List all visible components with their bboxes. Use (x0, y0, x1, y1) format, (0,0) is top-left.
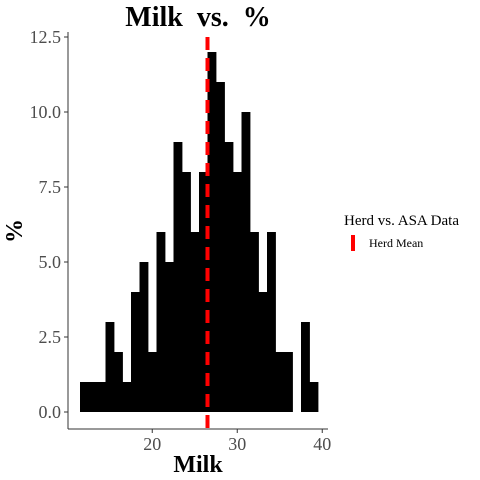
histogram-bar (233, 172, 242, 412)
x-tick-label: 30 (228, 434, 246, 454)
y-tick-label: 7.5 (39, 177, 62, 197)
histogram-bar (173, 142, 183, 412)
y-axis-label: % (2, 219, 28, 243)
y-tick-label: 10.0 (30, 102, 62, 122)
histogram-bar (284, 352, 293, 412)
histogram-bar (258, 292, 268, 412)
y-tick-label: 12.5 (30, 27, 62, 47)
histogram-bar (241, 112, 251, 412)
histogram-bar (250, 232, 259, 412)
histogram-bar (122, 382, 132, 412)
histogram-bar (275, 352, 285, 412)
y-tick-label: 0.0 (39, 402, 62, 422)
histogram-bar (88, 382, 98, 412)
histogram-bar (190, 232, 200, 412)
histogram-bar (267, 232, 276, 412)
histogram-bar (165, 262, 174, 412)
chart-title: Milk vs. % (125, 2, 270, 33)
y-axis-ticks: 0.0 2.5 5.0 7.5 10.0 12.5 (30, 27, 68, 422)
legend-title: Herd vs. ASA Data (344, 213, 459, 229)
histogram-bar (148, 352, 157, 412)
histogram-bar (301, 322, 310, 412)
y-tick-label: 5.0 (39, 252, 62, 272)
histogram-bar (114, 352, 123, 412)
histogram-bar (182, 172, 191, 412)
y-tick-label: 2.5 (39, 327, 62, 347)
histogram-bar (199, 172, 208, 412)
histogram-bar (80, 382, 89, 412)
histogram-bar (131, 292, 140, 412)
histogram-bar (216, 82, 225, 412)
histogram-bars (80, 52, 319, 412)
histogram-bar (309, 382, 319, 412)
x-tick-label: 20 (143, 434, 161, 454)
legend: Herd vs. ASA Data Herd Mean (344, 213, 459, 251)
histogram-bar (156, 232, 166, 412)
histogram-bar (105, 322, 115, 412)
x-axis-label: Milk (173, 452, 223, 478)
histogram-bar (139, 262, 149, 412)
legend-label-herd-mean: Herd Mean (369, 236, 423, 250)
x-axis-ticks: 20 30 40 (143, 429, 331, 454)
histogram-bar (224, 142, 234, 412)
histogram-bar (207, 52, 217, 412)
histogram-bar (97, 382, 106, 412)
x-tick-label: 40 (313, 434, 331, 454)
